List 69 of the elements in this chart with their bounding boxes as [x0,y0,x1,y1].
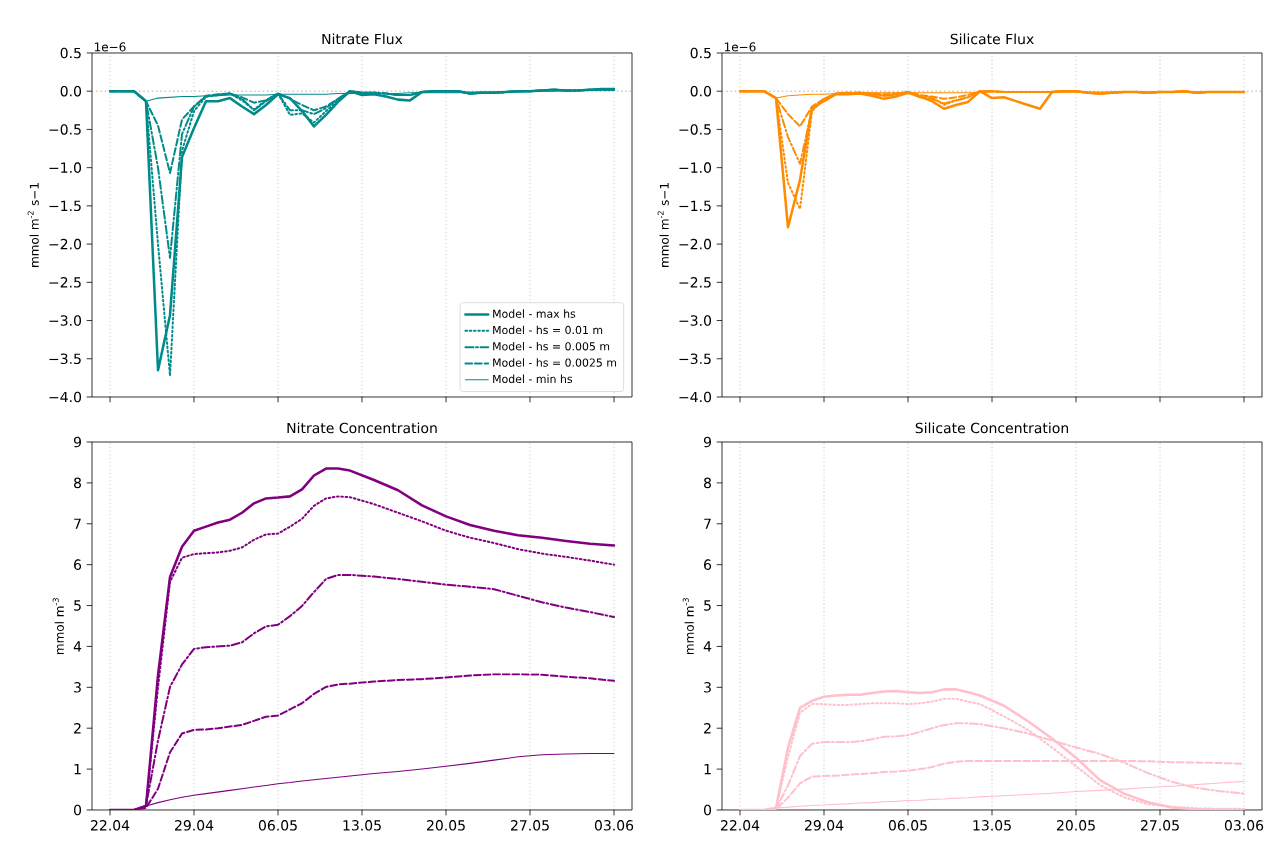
y-tick-label: −1.5 [49,200,81,212]
chart-title: Silicate Concentration [915,422,1069,434]
y-axis-title: mmol m$^{-2}$ s−1 [657,183,669,267]
x-tick-label: 20.05 [1056,820,1095,831]
y-tick-label: 1 [704,763,711,775]
x-tick-label: 06.05 [258,820,297,831]
chart-title: Nitrate Flux [322,33,403,45]
x-tick-label: 03.06 [594,820,634,831]
legend-label: Model - min hs [493,374,573,384]
y-tick-label: 0 [73,804,82,816]
y-tick-label: −3.0 [49,315,82,326]
x-tick-label: 22.04 [720,820,760,831]
y-tick-label: −1.0 [679,162,712,173]
y-tick-label: 0 [703,804,712,816]
x-tick-label: 29.04 [174,820,214,831]
y-tick-label: 0.0 [60,85,82,97]
y-tick-label: 0.5 [60,47,81,59]
y-tick-label: 6 [74,559,82,570]
y-tick-label: −1.5 [679,200,711,212]
text: 1e−6 [724,42,756,52]
y-tick-label: 9 [73,436,81,448]
legend-label: Model - max hs [493,309,576,318]
y-tick-label: 3 [704,682,711,693]
y-tick-label: −3.5 [49,353,81,365]
y-tick-label: −4.0 [679,391,712,403]
y-tick-label: −0.5 [49,124,81,135]
y-tick-label: −2.5 [679,277,711,288]
y-tick-label: 6 [704,559,712,570]
y-tick-label: 1 [74,763,81,775]
x-tick-label: 22.04 [90,820,130,831]
chart-title: Nitrate Concentration [287,422,437,434]
x-tick-label: 06.05 [888,820,927,831]
y-tick-label: −2.0 [679,238,712,250]
y-tick-label: −1.0 [49,162,82,173]
y-tick-label: −2.0 [49,238,82,250]
y-tick-label: −0.5 [679,124,711,135]
y-tick-label: 5 [704,600,711,611]
y-axis-title: mmol m$^{-3}$ [52,598,64,654]
x-tick-label: 03.06 [1224,820,1264,831]
y-tick-label: −3.5 [679,353,711,365]
y-tick-label: 8 [704,477,712,489]
x-tick-label: 13.05 [973,820,1011,831]
chart-title: Silicate Flux [950,33,1034,45]
y-axis-title: mmol m$^{-2}$ s−1 [27,183,39,267]
y-tick-label: 7 [704,518,711,529]
y-tick-label: 0.0 [690,85,712,97]
y-tick-label: 3 [74,682,81,693]
y-tick-label: 7 [74,518,81,529]
x-tick-label: 20.05 [426,820,465,831]
y-tick-label: 2 [704,723,711,734]
x-tick-label: 29.04 [804,820,844,831]
legend-label: Model - hs = 0.005 m [493,341,610,351]
legend-label: Model - hs = 0.0025 m [493,358,617,367]
y-tick-label: 4 [703,641,712,652]
y-axis-title: mmol m$^{-3}$ [682,598,694,654]
x-tick-label: 13.05 [343,820,381,831]
legend-label: Model - hs = 0.01 m [493,325,603,335]
y-tick-label: 9 [703,436,711,448]
x-tick-label: 27.05 [510,820,549,831]
x-tick-label: 27.05 [1140,820,1179,831]
y-tick-label: 4 [73,641,82,652]
y-tick-label: −3.0 [679,315,712,326]
y-tick-label: 8 [74,477,82,489]
y-tick-label: −2.5 [49,277,81,288]
y-tick-label: 5 [74,600,81,611]
y-tick-label: −4.0 [49,391,82,403]
y-tick-label: 0.5 [690,47,711,59]
y-tick-label: 2 [74,723,81,734]
text: 1e−6 [94,42,126,52]
